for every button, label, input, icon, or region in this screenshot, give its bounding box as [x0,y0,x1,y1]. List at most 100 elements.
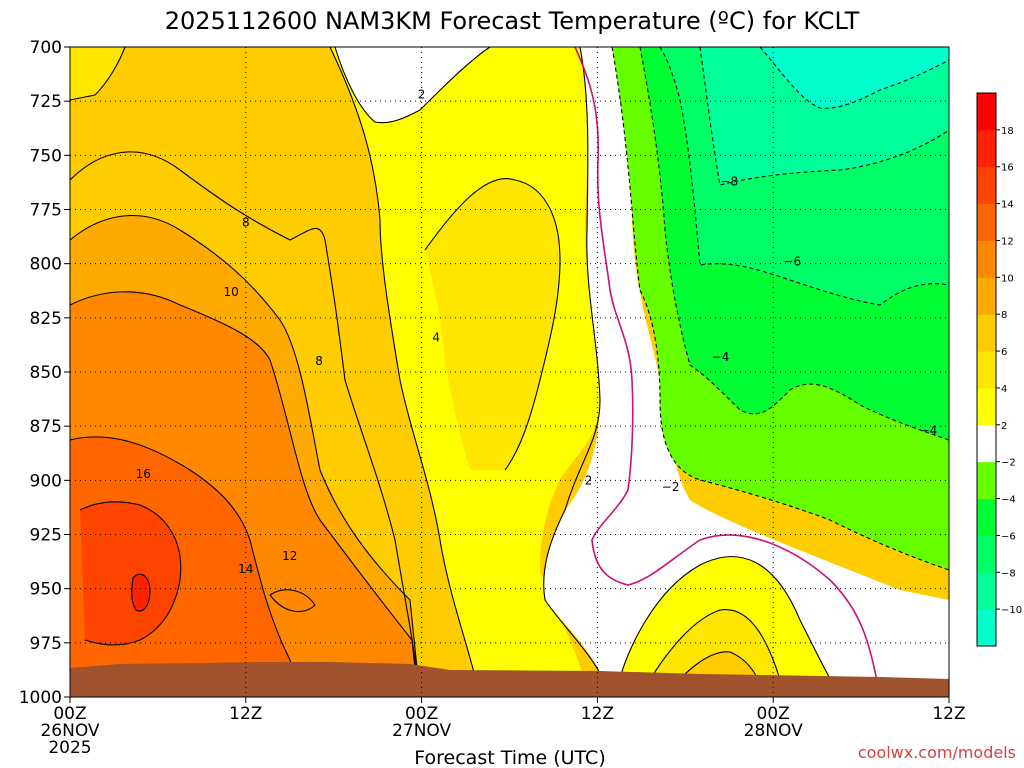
x-tick-label: 12Z [932,704,965,724]
colorbar-label: 4 [1001,384,1007,395]
contour-label: 4 [432,330,440,344]
y-tick-label: 725 [30,92,62,112]
contour-label: −8 [720,174,738,188]
isotherm-minus4 [639,46,950,441]
credit-text: coolwx.com/models [858,743,1016,762]
colorbar: −10 −8 −6 −4 −2 2 4 6 8 10 12 14 16 18 [976,92,1022,647]
colorbar-label: 8 [1001,310,1007,321]
colorbar-segment [977,93,996,131]
isotherm-2-east [543,46,611,698]
colorbar-segment [977,129,996,168]
contour-labels: 2 −8 8 −6 10 4 −4 8 −4 16 2 −2 12 14 [136,88,938,577]
contour-label: 2 [418,88,426,102]
y-axis: 700 725 750 775 800 825 850 875 900 925 950 975 1000 [19,38,70,708]
isotherm-14 [69,436,301,698]
isotherm-8 [69,151,421,698]
isotherm-18 [131,573,151,612]
contour-label: 12 [282,549,297,563]
colorbar-segment [977,609,996,647]
colorbar-label: 10 [1001,273,1014,284]
y-tick-label: 900 [30,471,62,491]
colorbar-segment [977,277,996,315]
contour-label: −2 [662,480,680,494]
y-tick-label: 825 [30,309,62,329]
plot-area: 2 −8 8 −6 10 4 −4 8 −4 16 2 −2 12 14 [69,46,950,698]
isotherm-4 [329,46,481,698]
colorbar-label: 12 [1001,236,1014,247]
fill-band-4-6 [70,47,125,100]
isotherm-4-low [639,609,786,698]
colorbar-label: 18 [1001,126,1014,137]
colorbar-label: 16 [1001,163,1014,174]
colorbar-label: −10 [1001,605,1022,616]
fill-band-4-6-mid [425,178,560,470]
colorbar-segment [977,461,996,500]
isotherms-positive [69,46,841,698]
x-tick-label: 27NOV [392,721,451,741]
fill-band-18-plus [131,574,150,612]
contour-label: −4 [712,350,730,364]
contour-label: 8 [242,216,250,230]
x-tick-label: 00Z [405,704,438,724]
x-axis-label: Forecast Time (UTC) [414,747,605,768]
isotherm-minus6 [659,46,950,306]
x-tick-label: 00Z [53,704,86,724]
colorbar-segment [977,166,996,205]
isotherm-12 [69,291,419,698]
colorbar-segment [977,203,996,241]
isotherm-minus8 [699,46,950,186]
x-tick-label: 28NOV [744,721,803,741]
x-tick-label: 12Z [229,704,262,724]
fill-band-0-2 [335,47,490,123]
isotherm-16 [79,501,182,646]
isotherms-negative [611,46,950,571]
isotherm-10 [69,214,421,698]
colorbar-label: 14 [1001,200,1014,211]
grid-lines [70,47,949,697]
colorbar-label: 2 [1001,421,1007,432]
colorbar-segment [977,535,996,573]
colorbar-segment [977,387,996,426]
colorbar-segment [977,498,996,536]
y-tick-label: 850 [30,363,62,383]
y-tick-label: 950 [30,580,62,600]
x-tick-label: 26NOV [40,721,99,741]
contour-label: 16 [136,467,151,481]
contour-label: 8 [315,354,323,368]
colorbar-label: −4 [1001,495,1016,506]
isotherm-minus2 [611,46,950,571]
contour-label: 14 [238,562,253,576]
colorbar-label: −2 [1001,458,1016,469]
colorbar-segment [977,572,996,610]
isotherm-2-low [614,556,841,698]
y-tick-label: 975 [30,634,62,654]
isotherm-8-small [269,589,316,613]
isotherm-6 [69,46,126,101]
contour-label: −4 [920,424,938,438]
colorbar-segment [977,240,996,278]
isotherm-minus10 [759,46,950,109]
isotherm-2 [334,46,491,124]
colorbar-segment [977,351,996,389]
y-tick-label: 775 [30,201,62,221]
x-tick-label: 00Z [757,704,790,724]
y-tick-label: 925 [30,526,62,546]
y-tick-label: 750 [30,146,62,166]
chart-title: 2025112600 NAM3KM Forecast Temperature (… [165,7,860,35]
colorbar-label: 6 [1001,347,1007,358]
y-tick-label: 800 [30,255,62,275]
colorbar-label: −8 [1001,568,1016,579]
fill-band-16-18 [80,501,181,645]
fill-band-minus10-below [760,47,949,109]
terrain-ground [70,662,949,697]
colorbar-segment [977,424,996,463]
colorbar-segment [977,314,996,352]
y-tick-label: 1000 [19,688,62,708]
colorbar-label: −6 [1001,531,1016,542]
isotherm-zero [574,46,881,698]
x-tick-label: 12Z [581,704,614,724]
y-tick-label: 875 [30,417,62,437]
contour-label: 10 [224,285,239,299]
